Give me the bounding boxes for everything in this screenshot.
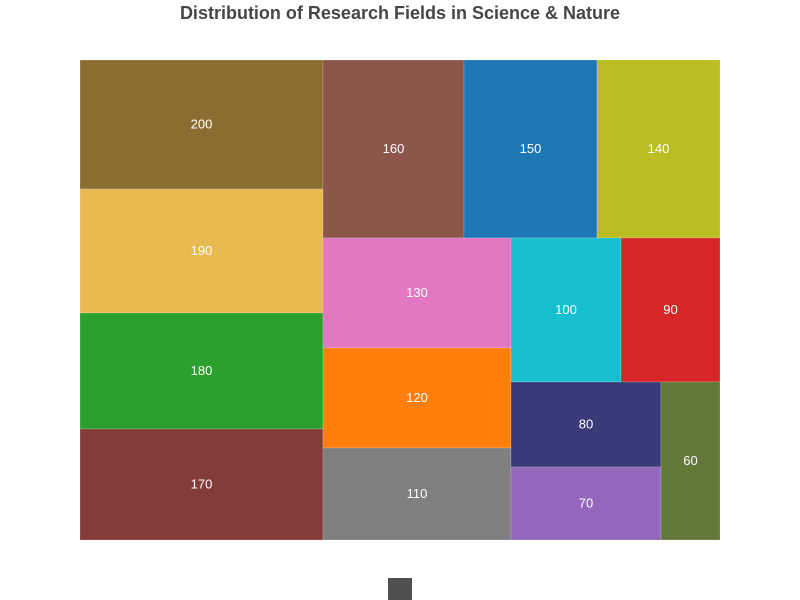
treemap-tile-label-170: 170 [191, 477, 213, 492]
treemap-tile-170[interactable] [79, 428, 324, 541]
treemap-tile-180[interactable] [79, 312, 324, 430]
treemap-tile-80[interactable] [510, 381, 662, 468]
treemap-tile-label-180: 180 [191, 363, 213, 378]
chart-title: Distribution of Research Fields in Scien… [179, 3, 621, 23]
treemap-tile-label-160: 160 [383, 141, 405, 156]
treemap-tile-label-90: 90 [663, 302, 677, 317]
treemap-tile-100[interactable] [510, 237, 622, 383]
treemap-tile-label-190: 190 [191, 243, 213, 258]
treemap-tile-60[interactable] [660, 381, 721, 541]
treemap-tile-label-70: 70 [579, 496, 593, 511]
treemap-tile-label-140: 140 [648, 141, 670, 156]
treemap-tile-label-120: 120 [406, 390, 428, 405]
treemap-tile-label-130: 130 [406, 285, 428, 300]
treemap-tile-label-150: 150 [520, 141, 542, 156]
treemap-tile-label-100: 100 [555, 302, 577, 317]
treemap-tile-label-200: 200 [191, 117, 213, 132]
treemap-tile-label-60: 60 [683, 453, 697, 468]
treemap-tile-90[interactable] [620, 237, 721, 383]
treemap-tile-70[interactable] [510, 466, 662, 541]
treemap-tile-120[interactable] [322, 347, 512, 449]
treemap-tile-110[interactable] [322, 447, 512, 541]
treemap-tile-140[interactable] [596, 59, 721, 239]
treemap-tile-150[interactable] [463, 59, 598, 239]
treemap-tile-label-80: 80 [579, 417, 593, 432]
legend-swatch[interactable] [388, 578, 412, 600]
treemap-tile-160[interactable] [322, 59, 465, 239]
treemap-tile-130[interactable] [322, 237, 512, 349]
treemap-tile-label-110: 110 [407, 486, 428, 501]
treemap-tile-190[interactable] [79, 188, 324, 314]
